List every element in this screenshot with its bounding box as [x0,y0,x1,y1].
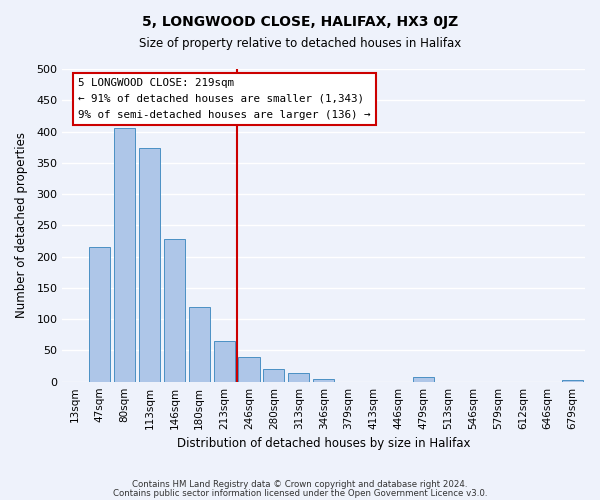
Text: Size of property relative to detached houses in Halifax: Size of property relative to detached ho… [139,38,461,51]
Text: Contains HM Land Registry data © Crown copyright and database right 2024.: Contains HM Land Registry data © Crown c… [132,480,468,489]
X-axis label: Distribution of detached houses by size in Halifax: Distribution of detached houses by size … [177,437,470,450]
Bar [114,128,135,382]
Bar [89,247,110,382]
Bar [214,341,235,382]
Bar [164,239,185,382]
Bar [139,148,160,382]
Bar [188,306,210,382]
Bar [238,356,260,382]
Bar [263,369,284,382]
Y-axis label: Number of detached properties: Number of detached properties [15,132,28,318]
Bar [562,380,583,382]
Text: 5 LONGWOOD CLOSE: 219sqm
← 91% of detached houses are smaller (1,343)
9% of semi: 5 LONGWOOD CLOSE: 219sqm ← 91% of detach… [78,78,370,120]
Text: 5, LONGWOOD CLOSE, HALIFAX, HX3 0JZ: 5, LONGWOOD CLOSE, HALIFAX, HX3 0JZ [142,15,458,29]
Bar [413,376,434,382]
Bar [288,373,310,382]
Bar [313,378,334,382]
Text: Contains public sector information licensed under the Open Government Licence v3: Contains public sector information licen… [113,490,487,498]
